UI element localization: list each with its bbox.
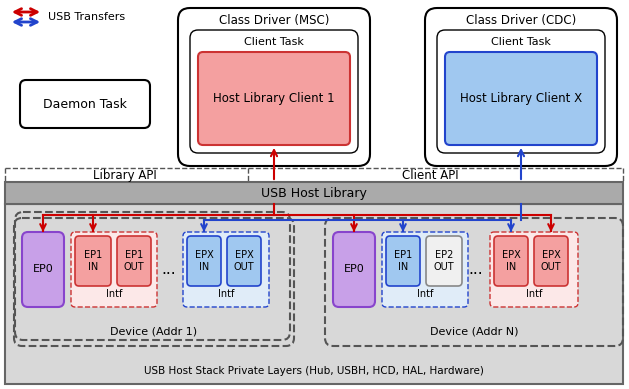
Text: Device (Addr 1): Device (Addr 1): [111, 326, 198, 336]
Text: Intf: Intf: [106, 289, 122, 299]
Text: USB Host Stack Private Layers (Hub, USBH, HCD, HAL, Hardware): USB Host Stack Private Layers (Hub, USBH…: [144, 366, 484, 376]
Text: EPX
OUT: EPX OUT: [234, 250, 254, 272]
FancyBboxPatch shape: [190, 30, 358, 153]
Text: Device (Addr N): Device (Addr N): [430, 326, 518, 336]
FancyBboxPatch shape: [437, 30, 605, 153]
FancyBboxPatch shape: [75, 236, 111, 286]
Text: Library API: Library API: [93, 168, 157, 182]
FancyBboxPatch shape: [382, 232, 468, 307]
Text: EP2
OUT: EP2 OUT: [433, 250, 454, 272]
Text: Client Task: Client Task: [491, 37, 551, 47]
FancyBboxPatch shape: [534, 236, 568, 286]
Text: Host Library Client 1: Host Library Client 1: [213, 92, 335, 105]
Text: EPX
IN: EPX IN: [194, 250, 213, 272]
Text: Intf: Intf: [417, 289, 433, 299]
FancyBboxPatch shape: [183, 232, 269, 307]
Text: ...: ...: [469, 263, 483, 277]
Bar: [5, 182, 623, 204]
Text: EP1
IN: EP1 IN: [84, 250, 102, 272]
Text: EP0: EP0: [33, 265, 53, 275]
Text: Daemon Task: Daemon Task: [43, 98, 127, 110]
FancyBboxPatch shape: [333, 232, 375, 307]
Text: Intf: Intf: [218, 289, 234, 299]
FancyBboxPatch shape: [22, 232, 64, 307]
Text: Class Driver (CDC): Class Driver (CDC): [466, 14, 576, 26]
Text: USB Transfers: USB Transfers: [48, 12, 125, 22]
Text: Host Library Client X: Host Library Client X: [460, 92, 582, 105]
Text: ...: ...: [162, 263, 176, 277]
FancyBboxPatch shape: [187, 236, 221, 286]
FancyBboxPatch shape: [386, 236, 420, 286]
Text: EP0: EP0: [343, 265, 364, 275]
Text: Class Driver (MSC): Class Driver (MSC): [219, 14, 329, 26]
FancyBboxPatch shape: [425, 8, 617, 166]
Text: EP1
OUT: EP1 OUT: [124, 250, 144, 272]
Bar: [5, 204, 623, 384]
FancyBboxPatch shape: [426, 236, 462, 286]
Text: Client API: Client API: [402, 168, 459, 182]
FancyBboxPatch shape: [117, 236, 151, 286]
Text: USB Host Library: USB Host Library: [261, 186, 367, 200]
FancyBboxPatch shape: [178, 8, 370, 166]
FancyBboxPatch shape: [198, 52, 350, 145]
Text: EPX
OUT: EPX OUT: [541, 250, 561, 272]
Text: EP1
IN: EP1 IN: [394, 250, 412, 272]
Text: Intf: Intf: [526, 289, 542, 299]
FancyBboxPatch shape: [20, 80, 150, 128]
FancyBboxPatch shape: [227, 236, 261, 286]
FancyBboxPatch shape: [445, 52, 597, 145]
FancyBboxPatch shape: [71, 232, 157, 307]
FancyBboxPatch shape: [494, 236, 528, 286]
Text: EPX
IN: EPX IN: [501, 250, 520, 272]
Text: Client Task: Client Task: [244, 37, 304, 47]
FancyBboxPatch shape: [490, 232, 578, 307]
